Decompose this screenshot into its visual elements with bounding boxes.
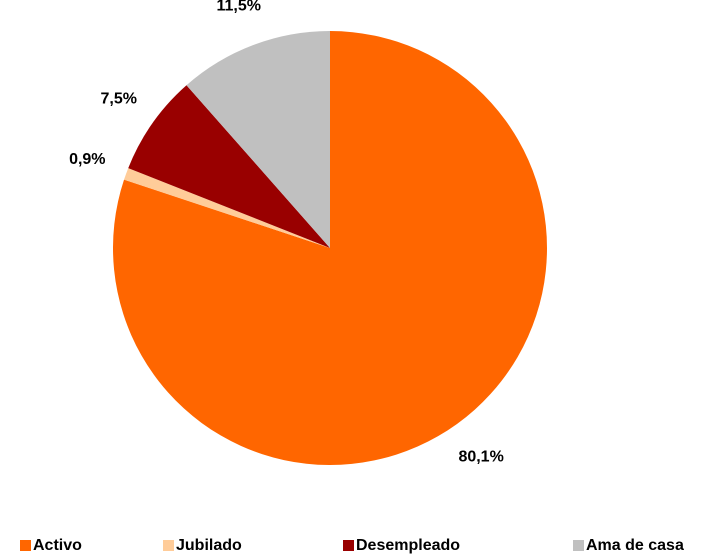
pie-slice bbox=[186, 31, 330, 248]
pie-slice bbox=[124, 168, 330, 248]
data-label: 0,9% bbox=[69, 151, 105, 168]
data-label: 11,5% bbox=[216, 0, 260, 15]
legend-swatch bbox=[163, 540, 174, 551]
legend: Activo Jubilado Desempleado Ama de casa bbox=[20, 537, 684, 554]
legend-swatch bbox=[20, 540, 31, 551]
legend-label: Activo bbox=[33, 537, 82, 554]
pie-slice bbox=[128, 85, 330, 249]
legend-label: Jubilado bbox=[176, 537, 242, 554]
data-label: 7,5% bbox=[100, 91, 136, 108]
legend-swatch bbox=[343, 540, 354, 551]
pie-slice bbox=[112, 31, 547, 466]
pie bbox=[112, 31, 547, 466]
data-label: 80,1% bbox=[458, 449, 503, 466]
legend-label: Desempleado bbox=[356, 537, 460, 554]
legend-swatch bbox=[573, 540, 584, 551]
legend-label: Ama de casa bbox=[586, 537, 684, 554]
